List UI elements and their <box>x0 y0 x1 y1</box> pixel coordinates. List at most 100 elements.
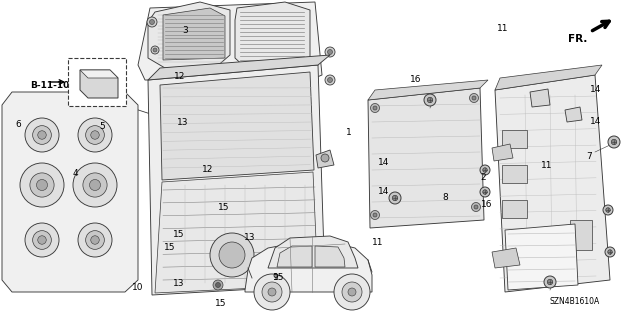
Text: 15: 15 <box>273 273 284 282</box>
Circle shape <box>472 96 476 100</box>
Polygon shape <box>268 236 358 268</box>
Circle shape <box>210 233 254 277</box>
Polygon shape <box>148 2 230 68</box>
Circle shape <box>25 118 59 152</box>
Polygon shape <box>163 8 225 60</box>
Circle shape <box>213 280 223 290</box>
Circle shape <box>605 208 611 212</box>
Text: 6: 6 <box>15 120 20 129</box>
Polygon shape <box>235 2 310 72</box>
Circle shape <box>268 288 276 296</box>
Circle shape <box>371 211 380 219</box>
Text: 14: 14 <box>589 117 601 126</box>
Polygon shape <box>245 242 372 292</box>
Circle shape <box>342 282 362 302</box>
Circle shape <box>373 213 377 217</box>
Circle shape <box>78 118 112 152</box>
Circle shape <box>348 288 356 296</box>
Circle shape <box>219 242 245 268</box>
Polygon shape <box>80 70 118 98</box>
Circle shape <box>328 49 333 55</box>
Circle shape <box>151 46 159 54</box>
Text: 1: 1 <box>346 128 351 137</box>
Circle shape <box>428 97 433 103</box>
Circle shape <box>78 223 112 257</box>
Circle shape <box>254 274 290 310</box>
Circle shape <box>483 190 487 194</box>
Circle shape <box>392 195 397 201</box>
Circle shape <box>20 163 64 207</box>
Polygon shape <box>277 246 312 267</box>
Circle shape <box>216 283 221 287</box>
Circle shape <box>480 165 490 175</box>
Text: 16: 16 <box>481 200 492 209</box>
Circle shape <box>86 231 104 249</box>
Polygon shape <box>148 65 325 295</box>
Polygon shape <box>530 89 550 107</box>
Text: 14: 14 <box>378 158 390 167</box>
Circle shape <box>38 236 46 244</box>
Text: 5: 5 <box>100 122 105 130</box>
Circle shape <box>153 48 157 52</box>
Circle shape <box>86 126 104 145</box>
Text: 16: 16 <box>410 75 422 84</box>
Circle shape <box>474 205 478 209</box>
Circle shape <box>483 168 487 172</box>
FancyBboxPatch shape <box>68 58 126 106</box>
Text: 15: 15 <box>173 230 185 239</box>
Polygon shape <box>368 80 488 100</box>
Polygon shape <box>160 72 314 180</box>
Polygon shape <box>316 150 334 168</box>
Circle shape <box>472 203 481 211</box>
Text: 4: 4 <box>73 169 78 178</box>
Circle shape <box>603 205 613 215</box>
Circle shape <box>83 173 107 197</box>
Text: 15: 15 <box>218 203 230 212</box>
Circle shape <box>33 231 51 249</box>
Text: 14: 14 <box>378 187 390 196</box>
Text: FR.: FR. <box>568 34 587 44</box>
Text: 15: 15 <box>164 243 175 252</box>
Text: 12: 12 <box>202 165 214 174</box>
Circle shape <box>544 276 556 288</box>
Circle shape <box>91 236 99 244</box>
Text: SZN4B1610A: SZN4B1610A <box>550 298 600 307</box>
Circle shape <box>470 93 479 102</box>
Bar <box>570 220 592 250</box>
Circle shape <box>328 78 333 83</box>
Polygon shape <box>565 107 582 122</box>
Circle shape <box>334 274 370 310</box>
Polygon shape <box>138 2 322 80</box>
Text: 10: 10 <box>132 283 143 292</box>
Text: 14: 14 <box>589 85 601 94</box>
Polygon shape <box>492 248 520 268</box>
Circle shape <box>91 131 99 139</box>
Text: 11: 11 <box>541 161 553 170</box>
Text: 9: 9 <box>273 273 278 282</box>
Circle shape <box>424 94 436 106</box>
Text: 13: 13 <box>177 118 188 127</box>
Polygon shape <box>368 88 484 228</box>
Circle shape <box>480 187 490 197</box>
Circle shape <box>371 103 380 113</box>
Circle shape <box>262 282 282 302</box>
Text: 15: 15 <box>215 299 227 308</box>
Polygon shape <box>495 65 602 90</box>
Circle shape <box>147 17 157 27</box>
Bar <box>502 165 527 183</box>
Circle shape <box>389 192 401 204</box>
Polygon shape <box>492 144 513 161</box>
Circle shape <box>33 126 51 145</box>
Circle shape <box>325 75 335 85</box>
Bar <box>502 200 527 218</box>
Text: 8: 8 <box>442 193 447 202</box>
Text: 3: 3 <box>183 26 188 35</box>
Text: 12: 12 <box>173 72 185 81</box>
Circle shape <box>611 139 617 145</box>
Circle shape <box>73 163 117 207</box>
Circle shape <box>321 154 329 162</box>
Circle shape <box>30 173 54 197</box>
Circle shape <box>547 279 553 285</box>
Polygon shape <box>80 70 118 78</box>
Polygon shape <box>148 55 330 80</box>
